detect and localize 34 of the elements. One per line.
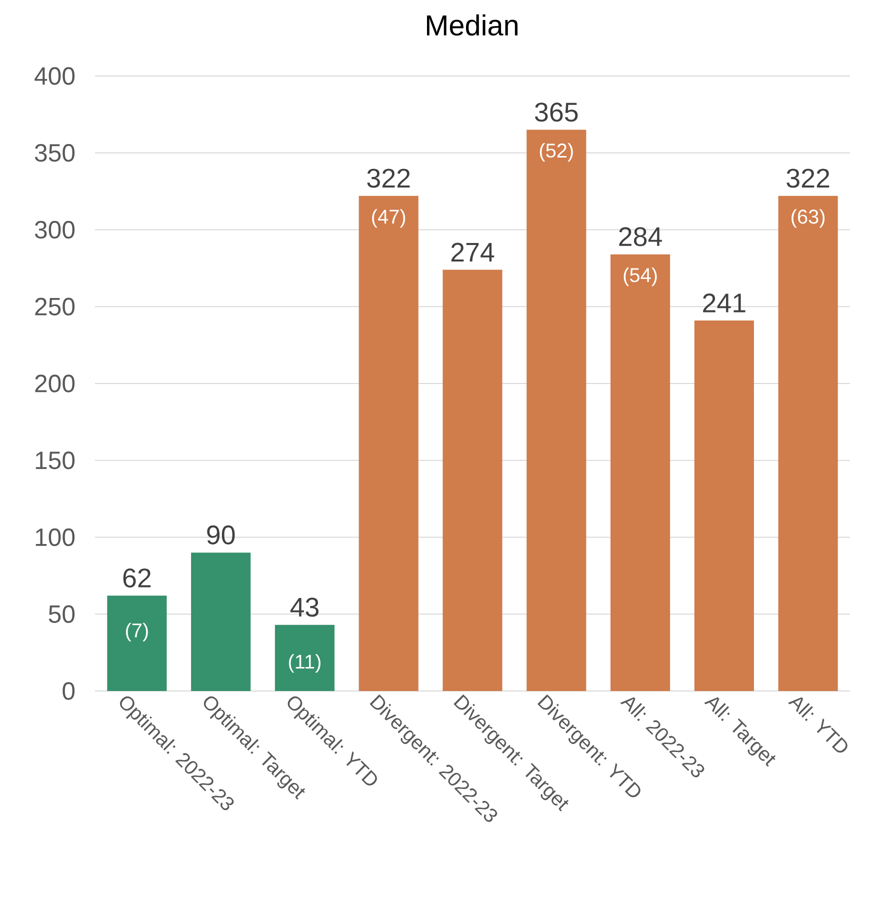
data-label: 365 [534,102,578,122]
y-tick-label: 300 [34,220,75,239]
bar [610,254,670,691]
data-label: 62 [123,568,151,588]
annotation: (47) [372,209,406,228]
bar [191,552,251,691]
y-tick-label: 400 [34,67,75,85]
annotation: (52) [540,143,573,162]
bar [526,130,586,691]
bar [107,596,167,691]
bar [442,270,502,691]
data-label: 322 [367,168,410,188]
bar [274,624,335,691]
data-label: 274 [451,242,494,262]
y-tick-label: 350 [34,144,75,162]
data-label: 241 [703,294,746,312]
bar [358,196,418,691]
annotation: (11) [288,654,320,673]
data-label: 284 [619,227,662,246]
y-tick-label: 250 [35,298,75,316]
bar [694,320,754,691]
data-label: 322 [786,168,830,188]
data-label: 43 [290,598,318,617]
annotation: (7) [126,622,148,642]
y-tick-label: 100 [36,528,75,546]
bar [778,196,838,691]
chart-title: Median [427,14,518,36]
data-label: 90 [207,525,235,544]
y-tick-label: 150 [36,452,75,470]
y-tick-label: 200 [35,374,75,392]
y-tick-label: 0 [62,682,75,700]
annotation: (54) [624,268,657,286]
y-tick-label: 50 [48,605,75,623]
annotation: (63) [792,209,825,228]
